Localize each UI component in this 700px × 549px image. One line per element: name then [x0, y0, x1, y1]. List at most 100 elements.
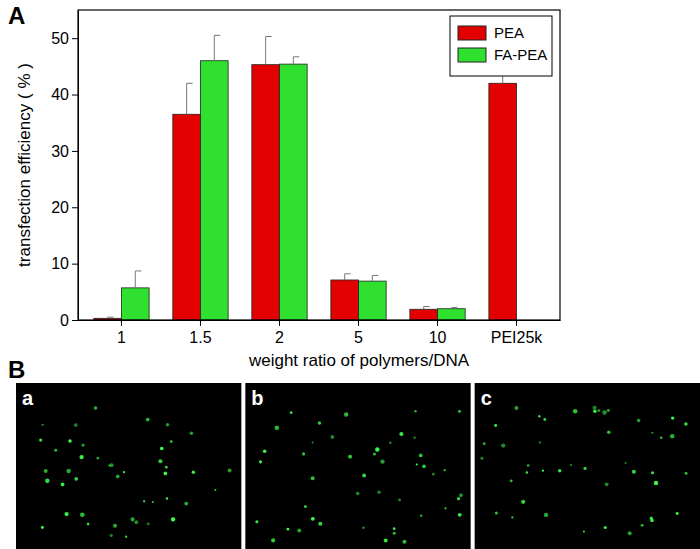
cell-dot	[184, 502, 188, 506]
tick-mark	[279, 320, 280, 326]
legend-swatch	[458, 26, 486, 40]
cell-dot	[501, 443, 505, 447]
figure: 0102030405011.52510PEI25kweight ratio of…	[0, 0, 700, 549]
tick: 10	[51, 255, 78, 272]
tick: 0	[60, 312, 78, 329]
error-bar	[266, 36, 272, 64]
tick-label: 2	[275, 329, 284, 346]
cell-dot	[259, 460, 262, 463]
cell-dot	[494, 424, 497, 427]
cell-dot	[228, 469, 232, 473]
tick: 1	[117, 320, 126, 346]
cell-dot	[214, 489, 216, 491]
cell-dot	[192, 470, 195, 473]
cell-dot	[377, 490, 380, 493]
error-bar	[214, 35, 220, 60]
cell-dot	[684, 422, 688, 426]
cell-dot	[61, 483, 65, 487]
tick-label: 5	[354, 329, 363, 346]
cell-dot	[597, 409, 600, 412]
cell-dot	[64, 512, 68, 516]
tick: 20	[51, 199, 78, 216]
cell-dot	[41, 424, 43, 426]
bar	[252, 65, 280, 320]
error-line	[186, 83, 187, 114]
cell-dot	[526, 471, 529, 474]
cell-dot	[544, 513, 548, 517]
cell-dot	[654, 481, 658, 485]
cell-dot	[80, 513, 85, 518]
error-cap	[135, 270, 141, 271]
tick: 5	[354, 320, 363, 346]
cell-dot	[445, 507, 447, 509]
cell-dot	[45, 479, 50, 484]
plot-frame	[78, 10, 560, 320]
bar	[359, 281, 387, 320]
cell-dot	[515, 406, 519, 410]
tick-label: 20	[51, 199, 69, 216]
bar	[200, 61, 228, 320]
cell-dot	[97, 457, 100, 460]
error-bar	[372, 275, 378, 281]
image-label: a	[22, 387, 34, 409]
tick: 50	[51, 30, 78, 47]
plot: 0102030405011.52510PEI25kweight ratio of…	[15, 10, 561, 370]
cell-dot	[330, 435, 334, 439]
tick: 10	[429, 320, 447, 346]
legend: PEAFA-PEA	[450, 16, 552, 76]
bar	[410, 309, 438, 320]
panel-label: B	[8, 356, 25, 383]
cell-dot	[660, 437, 662, 439]
cell-dot	[304, 505, 307, 508]
cell-dot	[39, 438, 42, 441]
cell-dot	[420, 514, 423, 517]
tick-mark	[72, 207, 78, 208]
cell-dot	[459, 493, 463, 497]
cell-dot	[632, 470, 636, 474]
error-bar	[293, 57, 299, 64]
cell-dot	[166, 497, 168, 499]
tick-mark	[516, 320, 517, 326]
cell-dot	[414, 410, 416, 412]
bar	[121, 288, 149, 320]
cell-dot	[152, 501, 154, 503]
cell-dot	[422, 465, 426, 469]
cell-dot	[362, 526, 365, 529]
legend-label: PEA	[494, 24, 524, 41]
cell-dot	[125, 536, 128, 539]
cell-dot	[393, 527, 396, 530]
bar	[331, 280, 359, 320]
cell-dot	[457, 497, 460, 500]
error-cap	[108, 317, 114, 318]
cell-dot	[444, 469, 446, 471]
tick-label: 1	[117, 329, 126, 346]
cell-dot	[483, 442, 486, 445]
cell-dot	[87, 523, 90, 526]
panel-label: A	[8, 2, 25, 29]
cell-dot	[116, 475, 120, 479]
cell-dot	[676, 512, 679, 515]
cell-dot	[628, 531, 632, 535]
error-cap	[451, 307, 457, 308]
cell-dot	[263, 449, 267, 453]
error-bar	[187, 83, 193, 114]
cell-dot	[171, 517, 175, 521]
tick-label: 40	[51, 86, 69, 103]
cell-dot	[641, 524, 644, 527]
cell-dot	[511, 516, 513, 518]
cell-dot	[356, 492, 359, 495]
marks	[94, 35, 517, 320]
tick: 30	[51, 143, 78, 160]
cell-dot	[604, 526, 607, 529]
cell-dot	[416, 463, 418, 465]
cell-dot	[543, 418, 546, 421]
bar	[279, 64, 307, 320]
cell-dot	[538, 415, 540, 417]
error-cap	[345, 273, 351, 274]
cell-dot	[602, 410, 606, 414]
tick-label: 1.5	[189, 329, 211, 346]
cell-dot	[593, 410, 596, 413]
cell-dot	[607, 409, 610, 412]
legend-entry: PEA	[458, 24, 524, 41]
cell-dot	[44, 469, 48, 473]
